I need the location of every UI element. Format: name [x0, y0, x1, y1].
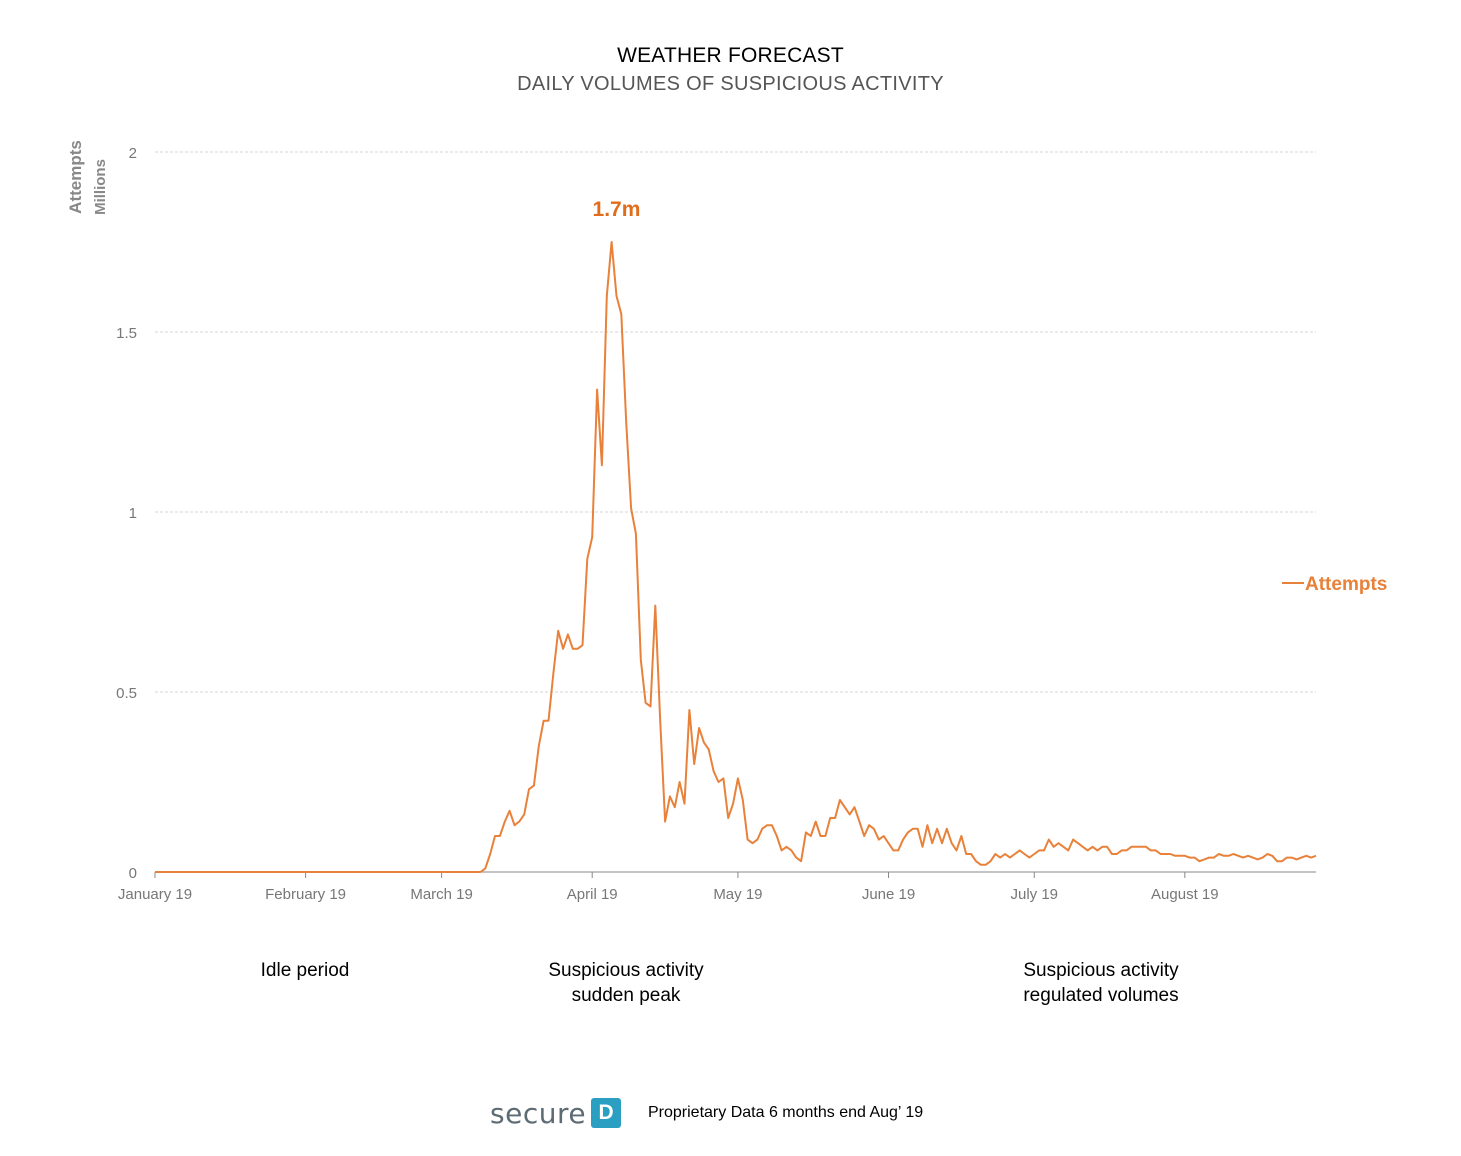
y-tick-label: 0.5: [116, 685, 137, 702]
annotation-regulated-volumes: Suspicious activity regulated volumes: [971, 958, 1231, 1008]
chart-title: WEATHER FORECAST: [617, 44, 844, 67]
y-axis-title: Attempts: [66, 140, 85, 214]
logo-wordmark: secure: [490, 1096, 587, 1130]
annotation-sudden-peak: Suspicious activity sudden peak: [496, 958, 756, 1008]
logo-d-icon: D: [591, 1098, 622, 1128]
annotation-regulated-line-1: Suspicious activity: [1023, 960, 1179, 981]
x-tick-label: August 19: [1151, 886, 1219, 903]
x-tick-label: June 19: [862, 886, 915, 903]
axes: 0 0.5 1 1.5 2 January 19 February 19 March 19 Ap…: [66, 140, 1316, 903]
annotation-peak-line-1: Suspicious activity: [548, 960, 704, 981]
x-tick-label: February 19: [265, 886, 346, 903]
secure-d-logo: secure D: [490, 1094, 622, 1132]
footer-note: Proprietary Data 6 months end Aug’ 19: [648, 1104, 924, 1121]
labels: 1.7m Attempts: [593, 198, 1388, 595]
y-tick-label: 1: [129, 505, 137, 522]
x-tick-label: July 19: [1010, 886, 1058, 903]
y-tick-label: 2: [129, 145, 137, 162]
series-layer: [155, 241, 1317, 873]
peak-data-label: 1.7m: [593, 198, 641, 221]
annotation-regulated-line-2: regulated volumes: [1023, 985, 1179, 1006]
chart-subtitle: DAILY VOLUMES OF SUSPICIOUS ACTIVITY: [517, 73, 944, 95]
y-axis-unit: Millions: [92, 159, 109, 215]
annotation-idle-line-1: Idle period: [260, 960, 350, 981]
y-tick-label: 1.5: [116, 325, 137, 342]
y-tick-label: 0: [129, 865, 137, 882]
annotation-idle-period: Idle period: [175, 958, 435, 983]
gridlines: [155, 151, 1316, 693]
legend-label: Attempts: [1305, 574, 1387, 595]
x-tick-label: April 19: [567, 886, 618, 903]
annotation-peak-line-2: sudden peak: [571, 985, 681, 1006]
x-tick-label: January 19: [118, 886, 192, 903]
series-line-attempts: [155, 241, 1317, 873]
x-tick-label: May 19: [713, 886, 762, 903]
x-tick-label: March 19: [410, 886, 473, 903]
